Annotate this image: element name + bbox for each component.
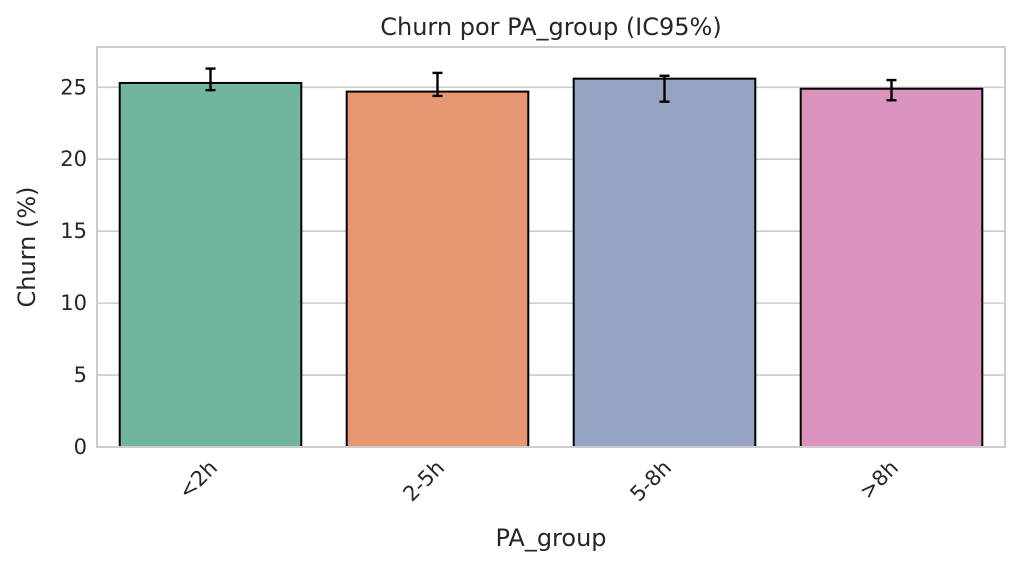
error-bar-3 xyxy=(886,78,897,102)
bar-0 xyxy=(118,81,303,448)
y-tick-label: 15 xyxy=(60,219,87,243)
plot-frame xyxy=(96,46,1006,448)
x-tick-labels: <2h 2-5h 5-8h >8h xyxy=(174,456,903,507)
x-tick-label: >8h xyxy=(855,456,903,504)
chart-title: Churn por PA_group (IC95%) xyxy=(380,13,721,41)
x-tick-label: 5-8h xyxy=(625,456,676,507)
y-tick-label: 0 xyxy=(74,435,87,459)
y-tick-label: 20 xyxy=(60,147,87,171)
y-tick-label: 25 xyxy=(60,75,87,99)
x-tick-label: 2-5h xyxy=(398,456,449,507)
bar-1 xyxy=(345,90,530,449)
x-axis-label: PA_group xyxy=(495,524,606,552)
y-tick-label: 10 xyxy=(60,291,87,315)
error-bars xyxy=(205,67,897,103)
error-bar-1 xyxy=(432,71,443,98)
bars xyxy=(118,77,984,449)
error-bar-2 xyxy=(659,74,670,103)
bar-2 xyxy=(572,77,757,449)
error-bar-0 xyxy=(205,67,216,92)
y-tick-label: 5 xyxy=(74,363,87,387)
y-axis-label: Churn (%) xyxy=(13,187,41,308)
x-tick-label: <2h xyxy=(174,456,222,504)
y-tick-labels: 0 5 10 15 20 25 xyxy=(60,75,87,459)
bar-3 xyxy=(799,87,984,448)
